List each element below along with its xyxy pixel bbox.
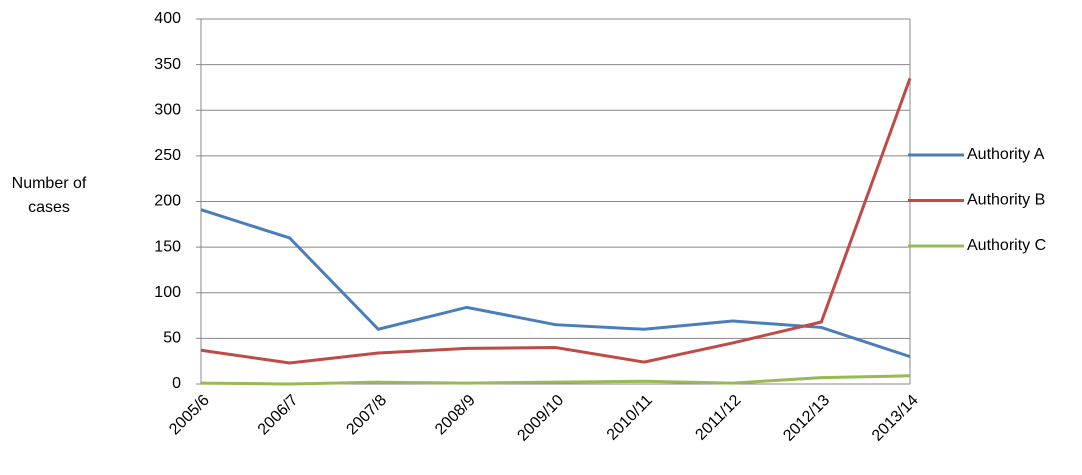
- x-tick-label: 2005/6: [166, 392, 213, 439]
- y-tick-label: 0: [172, 375, 181, 392]
- x-tick-label: 2013/14: [869, 392, 922, 445]
- x-tick-label: 2009/10: [514, 392, 567, 445]
- y-tick-label: 150: [154, 238, 181, 255]
- x-tick-label: 2012/13: [780, 392, 833, 445]
- y-tick-label: 350: [154, 56, 181, 73]
- y-tick-label: 400: [154, 10, 181, 27]
- x-tick-label: 2006/7: [255, 392, 302, 439]
- y-tick-label: 250: [154, 147, 181, 164]
- line-series: [200, 208, 911, 359]
- y-tick-label: 100: [154, 284, 181, 301]
- legend-label: Authority A: [967, 146, 1045, 163]
- x-tick-label: 2008/9: [432, 392, 479, 439]
- x-tick-label: 2011/12: [692, 392, 744, 444]
- y-tick-label: 50: [163, 330, 181, 347]
- legend-label: Authority B: [967, 192, 1045, 209]
- y-tick-label: 300: [154, 101, 181, 118]
- x-tick-label: 2007/8: [343, 392, 390, 439]
- legend-label: Authority C: [967, 237, 1046, 254]
- line-series: [200, 77, 912, 365]
- y-axis-label: Number of cases: [11, 175, 87, 216]
- line-series: [200, 374, 911, 386]
- x-tick-label: 2010/11: [604, 392, 656, 444]
- y-tick-label: 200: [154, 193, 181, 210]
